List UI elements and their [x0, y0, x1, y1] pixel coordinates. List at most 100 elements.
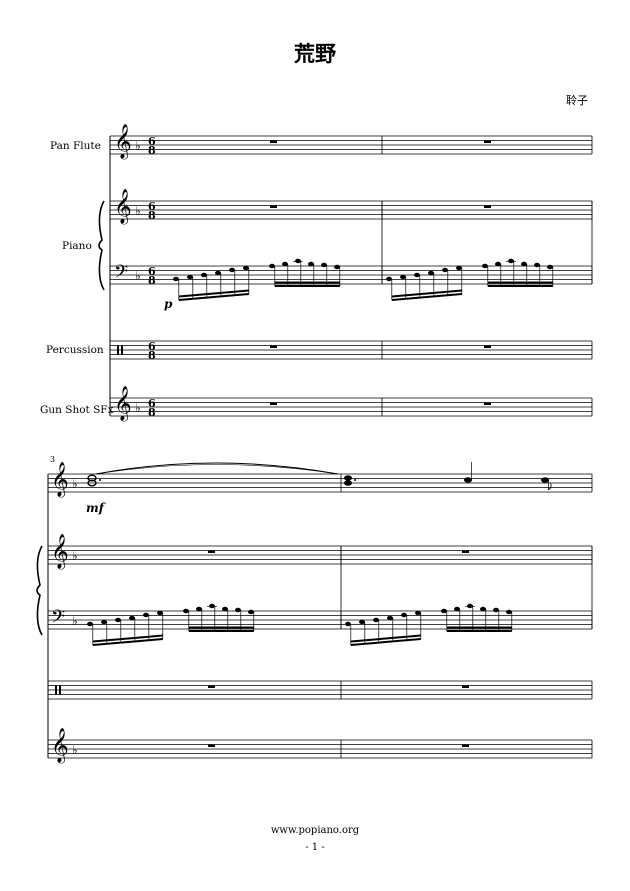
dynamic-mezzo-forte: mf — [86, 501, 106, 515]
sixteenth-note — [101, 619, 107, 625]
dotted-quarter-note — [344, 480, 352, 486]
whole-rest — [270, 205, 277, 208]
dotted-quarter-note — [344, 475, 352, 481]
time-signature-denominator: 8 — [148, 274, 156, 287]
sixteenth-note — [373, 617, 379, 623]
sixteenth-note — [269, 263, 275, 269]
sixteenth-note — [386, 276, 392, 282]
flat-sign: ♭ — [135, 139, 141, 153]
sixteenth-note — [415, 610, 421, 616]
sixteenth-note — [282, 261, 288, 267]
sixteenth-note — [222, 606, 228, 612]
instrument-label-piano: Piano — [62, 240, 92, 252]
flat-sign: ♭ — [72, 743, 78, 757]
beam — [391, 289, 462, 298]
sixteenth-note — [521, 261, 527, 267]
sixteenth-note — [248, 609, 254, 615]
sixteenth-note — [243, 265, 249, 271]
sixteenth-note — [547, 264, 553, 270]
sixteenth-note — [441, 608, 447, 614]
time-signature-numerator: 6 — [148, 340, 156, 353]
whole-rest — [270, 402, 277, 405]
sixteenth-note — [235, 607, 241, 613]
sixteenth-note — [173, 276, 179, 282]
page-number: - 1 - — [305, 842, 325, 853]
sixteenth-note — [359, 619, 365, 625]
sixteenth-note — [442, 267, 448, 273]
whole-rest — [208, 550, 215, 553]
sixteenth-note — [321, 262, 327, 268]
measure-number: 3 — [50, 455, 56, 464]
percussion-clef — [117, 345, 119, 355]
tie — [95, 462, 339, 475]
sixteenth-note — [183, 608, 189, 614]
treble-clef: 𝄞 — [51, 728, 69, 764]
sixteenth-note — [467, 603, 473, 609]
piano-brace — [36, 545, 43, 636]
treble-clef: 𝄞 — [51, 462, 69, 498]
sixteenth-note — [387, 615, 393, 621]
sixteenth-note — [115, 617, 121, 623]
sixteenth-note — [482, 263, 488, 269]
flat-sign: ♭ — [72, 477, 78, 491]
flat-sign: ♭ — [135, 269, 141, 283]
time-signature-denominator: 8 — [148, 144, 156, 157]
sixteenth-note — [187, 274, 193, 280]
sixteenth-note — [345, 621, 351, 627]
time-signature-numerator: 6 — [148, 397, 156, 410]
beam — [92, 634, 163, 643]
bass-clef: 𝄢 — [51, 607, 65, 632]
time-signature-numerator: 6 — [148, 265, 156, 278]
augmentation-dot — [354, 479, 356, 481]
augmentation-dot — [99, 479, 101, 481]
beam — [178, 293, 249, 301]
time-signature-numerator: 6 — [148, 200, 156, 213]
time-signature-numerator: 6 — [148, 135, 156, 148]
treble-clef: 𝄞 — [51, 534, 69, 570]
dynamic-piano: p — [164, 297, 173, 311]
flat-sign: ♭ — [135, 401, 141, 415]
time-signature-denominator: 8 — [148, 406, 156, 419]
sixteenth-note — [454, 606, 460, 612]
instrument-label-gun-shot-sfx: Gun Shot SFx — [40, 404, 114, 416]
dotted-half-note — [87, 479, 97, 487]
note-flag — [548, 482, 552, 491]
sixteenth-note — [480, 606, 486, 612]
sixteenth-note — [196, 606, 202, 612]
whole-rest — [484, 205, 491, 208]
sixteenth-note — [87, 621, 93, 627]
whole-rest — [484, 140, 491, 143]
whole-rest — [484, 402, 491, 405]
sixteenth-note — [506, 609, 512, 615]
percussion-clef — [55, 685, 57, 695]
flat-sign: ♭ — [72, 549, 78, 563]
sixteenth-note — [229, 267, 235, 273]
instrument-label-pan-flute: Pan Flute — [50, 140, 101, 152]
whole-rest — [484, 345, 491, 348]
flat-sign: ♭ — [135, 204, 141, 218]
time-signature-denominator: 8 — [148, 349, 156, 362]
sixteenth-note — [401, 612, 407, 618]
beam — [391, 293, 462, 301]
treble-clef: 𝄞 — [114, 124, 132, 160]
treble-clef: 𝄞 — [114, 189, 132, 225]
sixteenth-note — [201, 272, 207, 278]
eighth-note — [541, 477, 549, 483]
percussion-clef — [121, 345, 123, 355]
whole-rest — [462, 550, 469, 553]
instrument-label-percussion: Percussion — [46, 344, 104, 356]
sixteenth-note — [456, 265, 462, 271]
sixteenth-note — [495, 261, 501, 267]
sixteenth-note — [157, 610, 163, 616]
beam — [350, 634, 421, 643]
beam — [178, 289, 249, 298]
sixteenth-note — [400, 274, 406, 280]
whole-rest — [462, 744, 469, 747]
sixteenth-note — [308, 261, 314, 267]
sixteenth-note — [508, 258, 514, 264]
beam — [92, 638, 163, 646]
whole-rest — [270, 345, 277, 348]
percussion-clef — [59, 685, 61, 695]
sixteenth-note — [493, 607, 499, 613]
